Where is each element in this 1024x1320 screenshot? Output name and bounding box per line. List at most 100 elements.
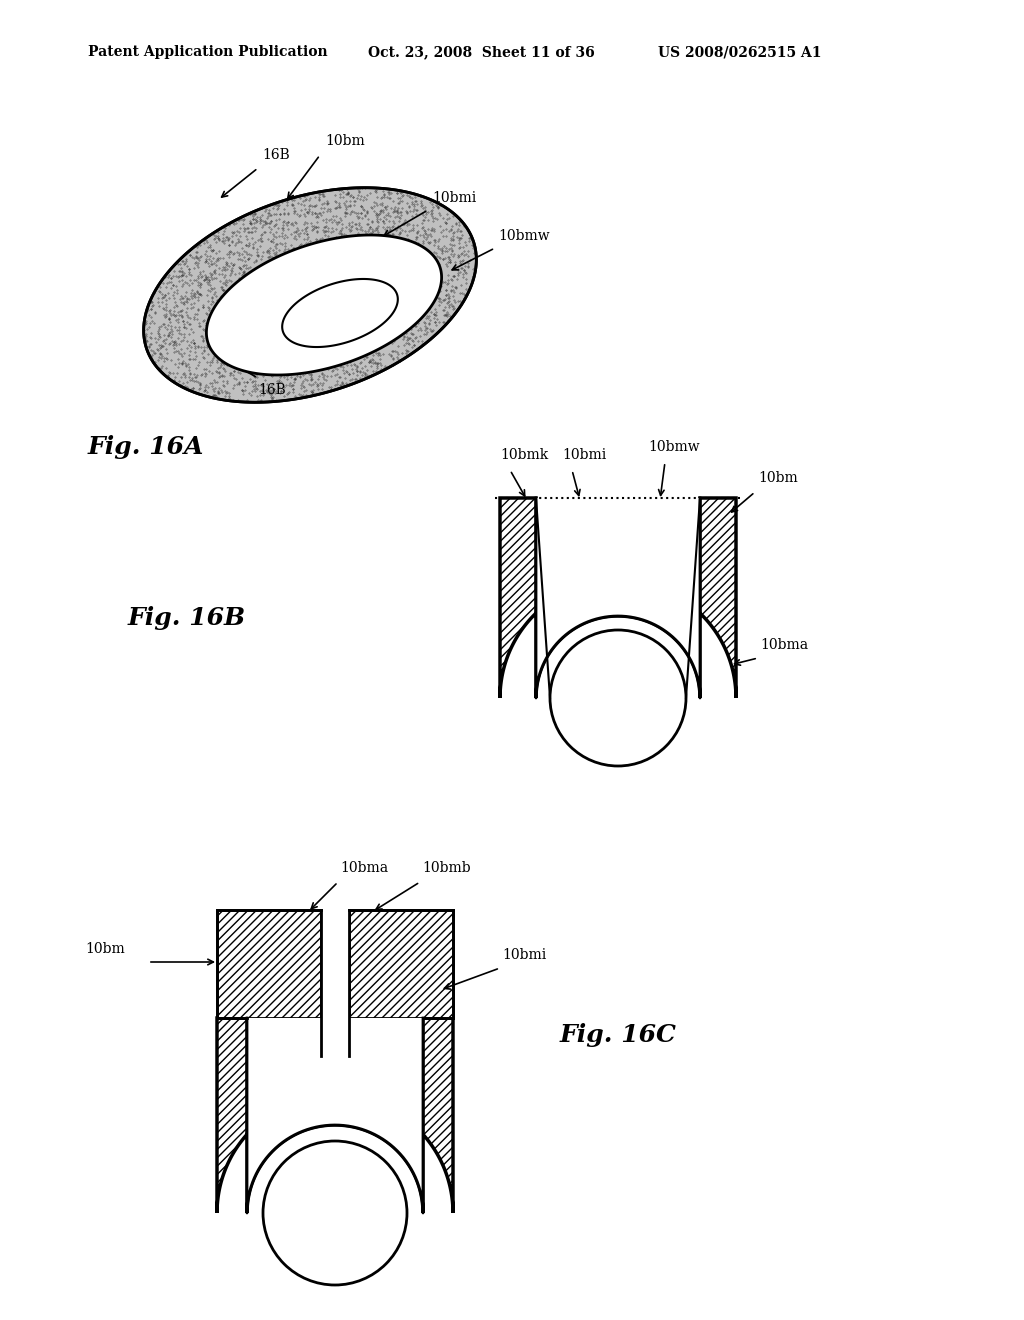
Point: [298, 380, 314, 401]
Point: [450, 219, 466, 240]
Point: [305, 195, 322, 216]
Point: [245, 234, 261, 255]
Point: [440, 238, 457, 259]
Point: [444, 223, 461, 244]
Point: [166, 342, 182, 363]
Point: [156, 298, 172, 319]
Point: [169, 253, 185, 275]
Point: [338, 190, 354, 211]
Point: [323, 222, 339, 243]
Point: [260, 228, 276, 249]
Point: [309, 206, 326, 227]
Point: [261, 240, 278, 261]
Point: [371, 205, 387, 226]
Point: [193, 246, 209, 267]
Point: [210, 358, 226, 379]
Point: [346, 190, 362, 211]
Point: [242, 213, 258, 234]
Point: [385, 341, 401, 362]
Point: [194, 364, 210, 385]
Point: [142, 322, 159, 343]
Point: [348, 214, 365, 235]
Point: [341, 185, 357, 206]
Point: [259, 240, 275, 261]
Point: [462, 228, 478, 249]
Point: [355, 186, 372, 207]
Point: [242, 368, 258, 389]
Point: [368, 218, 384, 239]
Point: [289, 366, 305, 387]
Point: [272, 383, 289, 404]
Point: [335, 181, 351, 202]
Point: [382, 345, 398, 366]
Point: [322, 198, 338, 219]
Point: [416, 210, 432, 231]
Point: [449, 268, 465, 289]
Point: [327, 190, 343, 211]
Point: [186, 304, 203, 325]
Point: [383, 345, 399, 366]
Point: [221, 387, 238, 408]
Point: [249, 242, 265, 263]
Point: [259, 242, 275, 263]
Point: [341, 363, 357, 384]
Point: [358, 187, 375, 209]
Point: [177, 265, 194, 286]
Point: [142, 333, 159, 354]
Point: [287, 211, 303, 232]
Point: [165, 281, 181, 302]
Point: [433, 317, 450, 338]
Point: [190, 265, 207, 286]
Point: [310, 186, 327, 207]
Point: [276, 366, 293, 387]
Point: [299, 183, 315, 205]
Point: [465, 259, 481, 280]
Point: [183, 282, 200, 304]
Point: [362, 351, 379, 372]
Point: [288, 228, 304, 249]
Point: [210, 227, 226, 248]
Point: [338, 216, 354, 238]
Point: [429, 195, 445, 216]
Point: [214, 259, 230, 280]
Point: [182, 331, 199, 352]
Point: [293, 234, 309, 255]
Point: [415, 224, 431, 246]
Point: [136, 327, 153, 348]
Point: [160, 325, 176, 346]
Point: [238, 257, 254, 279]
Point: [334, 372, 350, 393]
Point: [372, 348, 388, 370]
Point: [193, 277, 209, 298]
Point: [153, 347, 169, 368]
Point: [396, 347, 413, 368]
Point: [458, 279, 474, 300]
Point: [370, 213, 386, 234]
Point: [170, 308, 186, 329]
Point: [142, 334, 159, 355]
Point: [298, 232, 314, 253]
Point: [208, 267, 224, 288]
Point: [181, 341, 198, 362]
Point: [191, 264, 208, 285]
Point: [466, 235, 482, 256]
Point: [230, 210, 247, 231]
Point: [451, 260, 467, 281]
Point: [381, 187, 397, 209]
Point: [398, 330, 415, 351]
Point: [449, 213, 465, 234]
Point: [262, 222, 279, 243]
Point: [307, 195, 324, 216]
Point: [323, 366, 339, 387]
Point: [343, 202, 359, 223]
Point: [340, 181, 356, 202]
Point: [215, 358, 231, 379]
Point: [201, 360, 217, 381]
Point: [145, 352, 162, 374]
Point: [219, 230, 236, 251]
Point: [200, 267, 216, 288]
Point: [252, 391, 268, 412]
Point: [431, 290, 447, 312]
Point: [216, 220, 232, 242]
Point: [246, 213, 262, 234]
